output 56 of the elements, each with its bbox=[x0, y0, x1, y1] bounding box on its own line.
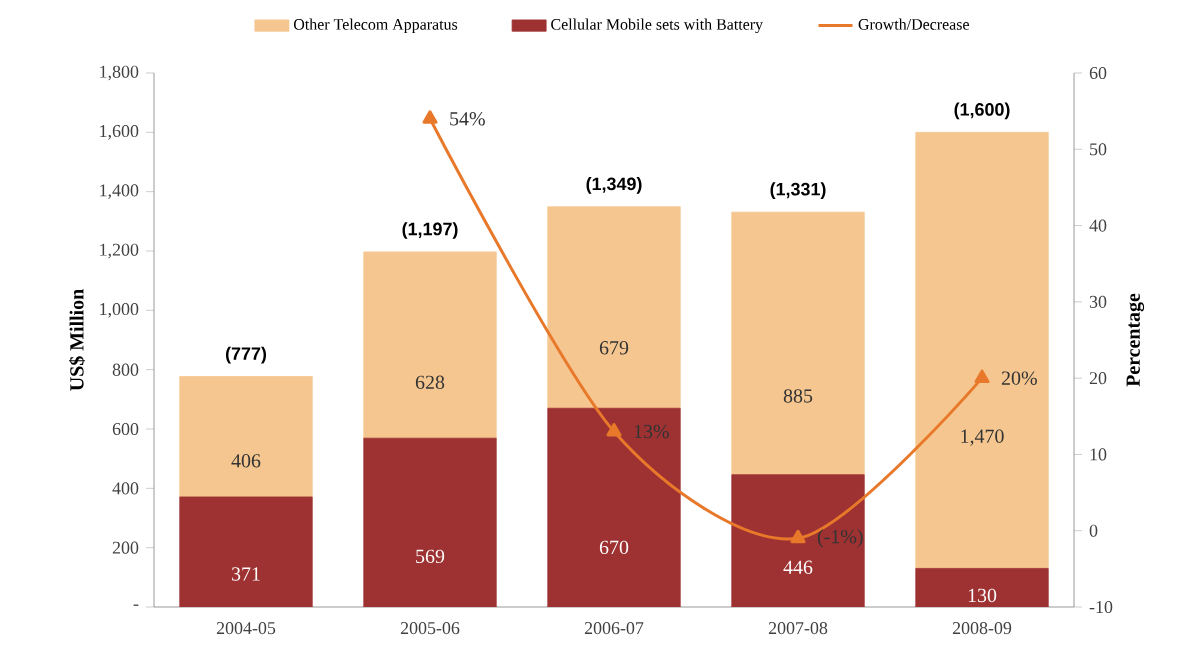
data-label: 569 bbox=[416, 549, 445, 564]
x-tick-label: 2005-06 bbox=[400, 622, 460, 635]
y2-tick-label: 0 bbox=[1089, 524, 1098, 537]
data-label: 130 bbox=[968, 588, 997, 603]
y2-axis-title: Percentage bbox=[1126, 293, 1145, 387]
point bbox=[422, 110, 438, 124]
point bbox=[974, 369, 990, 384]
y-tick-label: 1,200 bbox=[100, 243, 139, 259]
y-tick-label: 1,400 bbox=[100, 184, 139, 199]
y-axis-title: US$ Million bbox=[68, 289, 85, 391]
bar bbox=[179, 376, 313, 498]
data-label: 1,470 bbox=[961, 429, 1004, 446]
y-tick-label: 400 bbox=[112, 482, 139, 495]
y-tick-label: 800 bbox=[112, 363, 139, 376]
bar bbox=[915, 131, 1049, 569]
y2-tick-label: 60 bbox=[1089, 66, 1107, 80]
y2-tick-label: 40 bbox=[1089, 219, 1107, 232]
data-label: 679 bbox=[599, 341, 629, 355]
legend-label: Growth/Decrease bbox=[858, 18, 969, 30]
data-label: 446 bbox=[783, 560, 813, 574]
total-label: (1,197) bbox=[402, 222, 458, 239]
x-tick-label: 2006-07 bbox=[584, 622, 644, 635]
point bbox=[606, 423, 622, 437]
y-tick-label: 1,800 bbox=[100, 65, 139, 81]
data-label: 885 bbox=[783, 389, 813, 403]
total-label: (777) bbox=[225, 346, 267, 364]
y-tick-label: 200 bbox=[112, 541, 139, 554]
y2-tick-label: 50 bbox=[1090, 143, 1107, 156]
bar bbox=[547, 206, 681, 409]
data-label: 13% bbox=[634, 424, 669, 439]
data-label: 20% bbox=[1001, 371, 1037, 385]
data-label: 54% bbox=[450, 112, 485, 126]
data-label: 628 bbox=[415, 375, 445, 390]
y2-tick-label: -10 bbox=[1089, 600, 1113, 614]
y-tick-label: 1,000 bbox=[100, 302, 139, 318]
y-tick-label: - bbox=[133, 604, 139, 606]
data-label: (-1%) bbox=[817, 529, 863, 548]
data-label: 371 bbox=[232, 567, 260, 581]
legend-label: Other Telecom Apparatus bbox=[293, 18, 458, 33]
x-tick-label: 2007-08 bbox=[768, 622, 828, 635]
bar bbox=[731, 211, 865, 476]
legend-label: Cellular Mobile sets with Battery bbox=[551, 18, 763, 34]
total-label: (1,331) bbox=[770, 182, 826, 200]
y-tick-label: 1,600 bbox=[100, 124, 139, 140]
point bbox=[790, 529, 806, 544]
bar bbox=[363, 251, 497, 439]
total-label: (1,349) bbox=[586, 177, 642, 194]
y-tick-label: 600 bbox=[112, 422, 139, 436]
total-label: (1,600) bbox=[954, 102, 1010, 120]
x-tick-label: 2004-05 bbox=[216, 622, 276, 635]
data-label: 406 bbox=[231, 454, 261, 468]
y2-tick-label: 30 bbox=[1089, 295, 1107, 308]
y2-tick-label: 20 bbox=[1089, 372, 1107, 385]
data-label: 670 bbox=[599, 540, 629, 555]
x-tick-label: 2008-09 bbox=[952, 622, 1012, 635]
y2-tick-label: 10 bbox=[1090, 448, 1107, 461]
